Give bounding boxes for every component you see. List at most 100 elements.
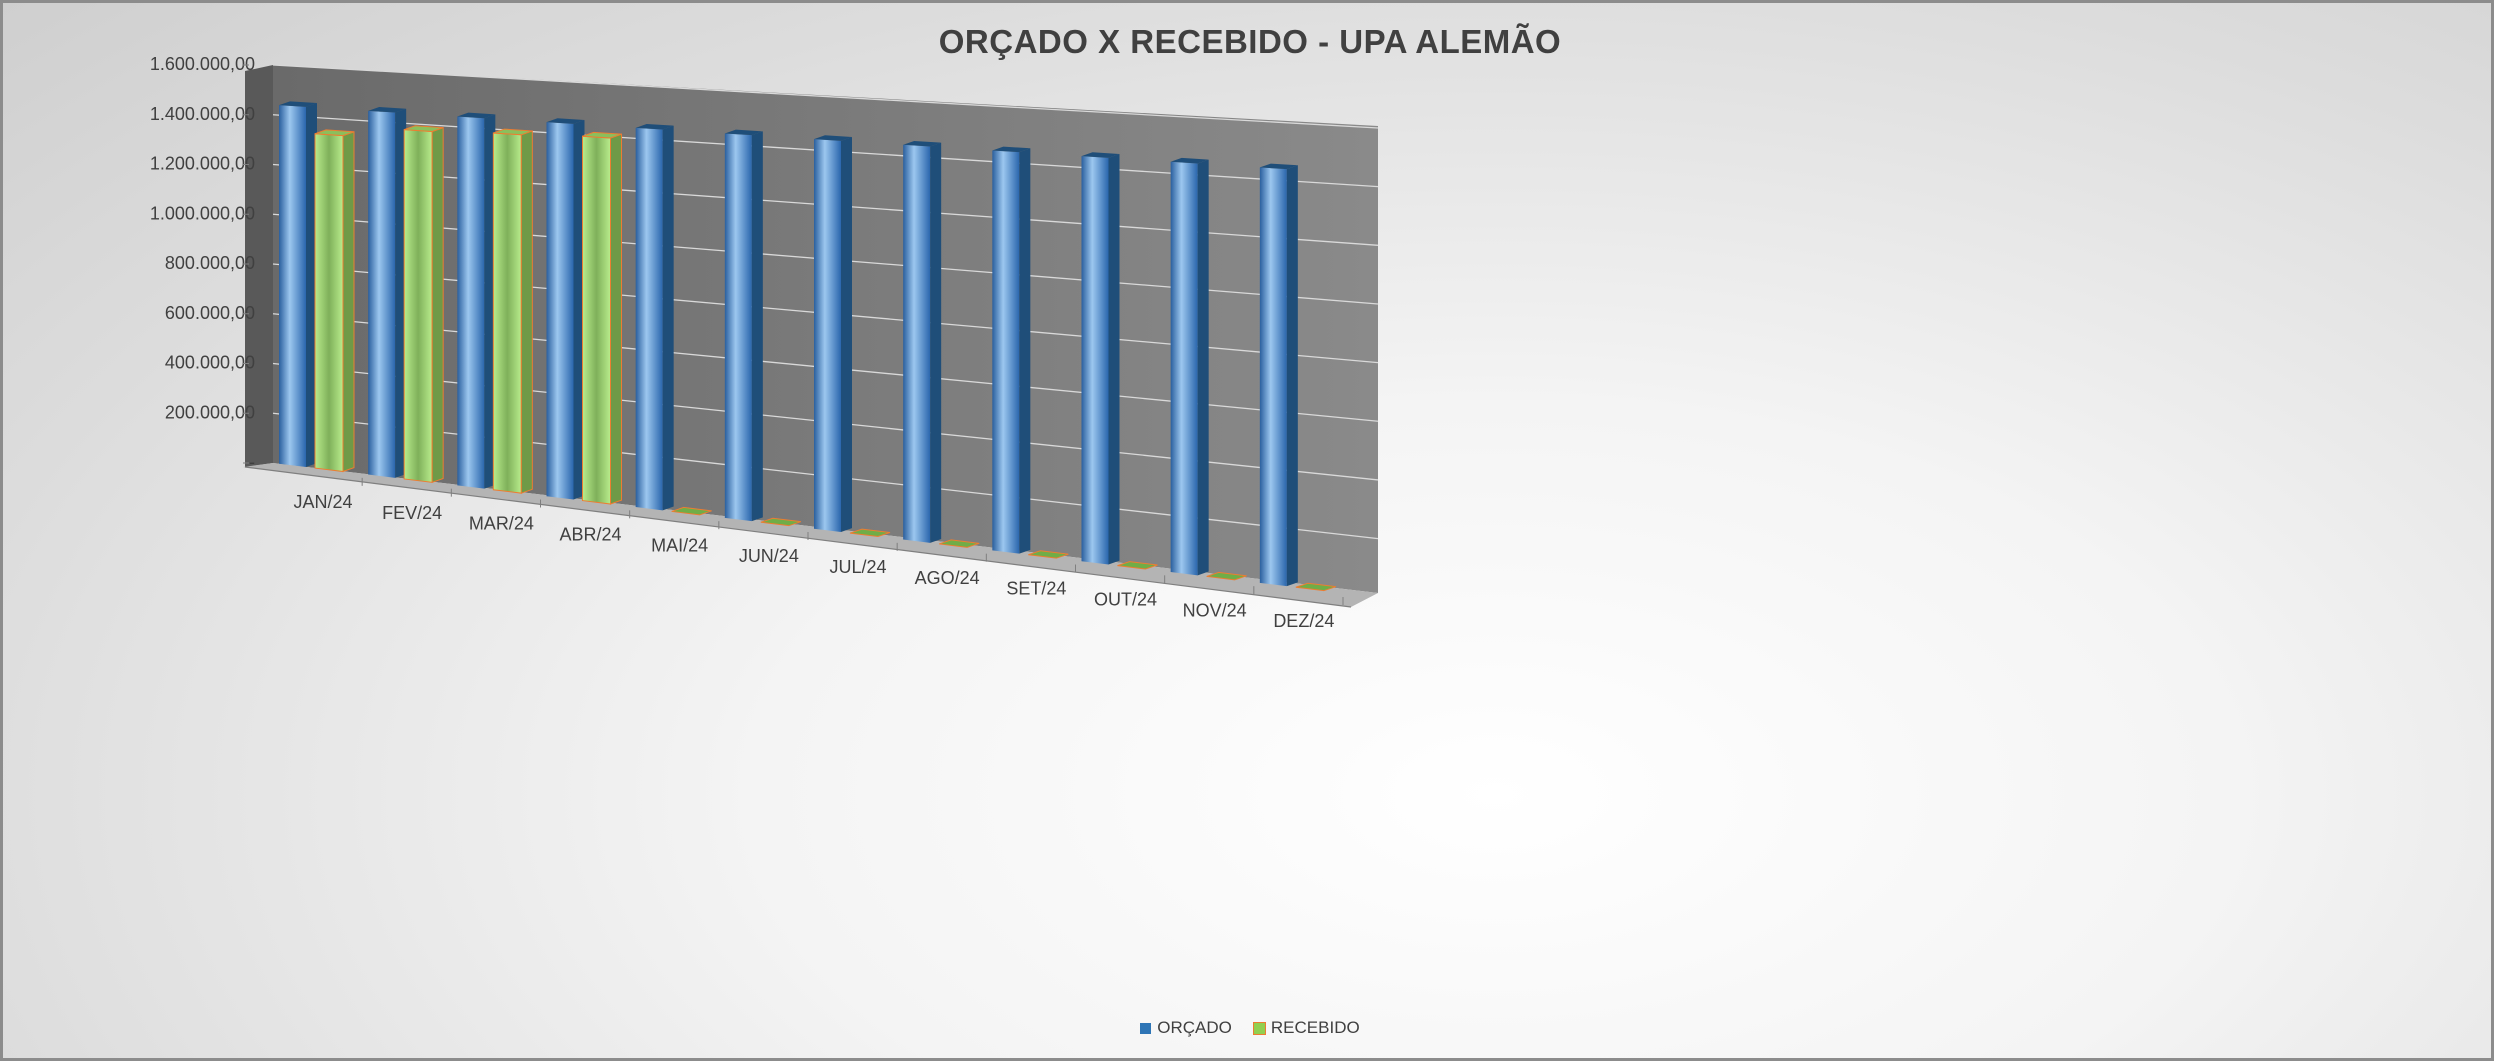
bar-orcado-front [814, 139, 841, 533]
bar-recebido-zero [1028, 550, 1069, 559]
bar-orcado-side [1019, 148, 1031, 554]
bar-orcado [457, 112, 496, 489]
bar-orcado-side [1286, 165, 1298, 587]
bar-recebido-top [493, 128, 533, 136]
bar-orcado-front [457, 116, 485, 489]
bar-orcado-front [992, 150, 1020, 554]
bar-orcado-top [635, 123, 674, 130]
x-tick-label: MAR/24 [469, 514, 534, 534]
chart-plot: - 200.000,00 400.000,00 600.000,00 800.000,0… [150, 54, 1379, 631]
bar-orcado-side [751, 131, 763, 522]
bar-orcado-side [484, 114, 496, 489]
x-axis-line [244, 466, 1352, 608]
bar-recebido-zero [1206, 571, 1247, 581]
bar-orcado [635, 123, 674, 511]
bar-orcado-top [546, 118, 585, 124]
x-tick-label: MAI/24 [651, 535, 708, 555]
x-tick-label: JUN/24 [739, 546, 799, 566]
bar-orcado-top [457, 112, 496, 119]
bar-orcado-front [1081, 156, 1109, 565]
y-tick-label: 1.200.000,00 [150, 154, 255, 174]
bar-orcado-side [1108, 153, 1120, 565]
bar-recebido [582, 131, 622, 505]
bar-recebido [492, 128, 533, 494]
legend-label-recebido: RECEBIDO [1270, 1018, 1360, 1037]
bar-recebido-side [610, 133, 622, 505]
bar-orcado-front [724, 133, 752, 522]
bar-recebido-zero [849, 528, 891, 538]
bar-orcado-top [1170, 157, 1209, 164]
bar-recebido [403, 125, 444, 484]
bar-orcado-top [279, 101, 317, 107]
bar-recebido-zero [671, 506, 712, 516]
y-tick-label: 400.000,00 [165, 353, 255, 373]
bar-recebido-side [520, 130, 533, 494]
bar-orcado [1081, 152, 1120, 565]
bar-recebido-front [403, 129, 433, 483]
bar-orcado-side [841, 136, 852, 533]
bar-recebido-zero [760, 517, 801, 527]
y-tick-label: 600.000,00 [165, 303, 255, 323]
bar-orcado-top [903, 140, 942, 147]
side-wall [245, 65, 273, 467]
bar-orcado-front [1170, 161, 1198, 576]
bar-orcado [903, 140, 942, 543]
bar-orcado [814, 135, 852, 533]
x-tick-label: SET/24 [1006, 579, 1066, 599]
x-tick-label: NOV/24 [1183, 600, 1247, 620]
bar-orcado-front [1259, 167, 1287, 587]
x-tick-label: AGO/24 [915, 568, 980, 588]
chart-legend: ORÇADO RECEBIDO [3, 1018, 2494, 1038]
x-tick-label: DEZ/24 [1273, 611, 1334, 631]
bar-recebido-side [431, 126, 444, 484]
x-tick-label: OUT/24 [1094, 590, 1157, 610]
bar-recebido-top [404, 125, 444, 132]
bar-recebido-front [582, 135, 611, 505]
x-tick-label: FEV/24 [382, 503, 442, 523]
bar-orcado-side [1197, 159, 1209, 576]
bar-orcado-side [306, 103, 317, 468]
bar-recebido-top [582, 131, 622, 139]
bar-recebido [314, 129, 355, 473]
bar-orcado-front [903, 144, 931, 543]
bar-recebido-side [342, 131, 355, 473]
bar-orcado [1259, 163, 1298, 587]
y-tick-label: 800.000,00 [165, 253, 255, 273]
bar-recebido-zero [1295, 582, 1336, 592]
bar-orcado-front [279, 105, 306, 468]
bar-orcado-side [395, 108, 407, 478]
bar-orcado-side [662, 125, 674, 511]
legend-swatch-orcado [1140, 1022, 1152, 1034]
bar-orcado-top [1259, 163, 1298, 170]
y-tick-label: 1.400.000,00 [150, 104, 255, 124]
chart-title: ORÇADO X RECEBIDO - UPA ALEMÃO [938, 23, 1562, 60]
bar-recebido-front [314, 133, 344, 473]
bar-recebido-zero [1117, 561, 1158, 570]
legend-label-orcado: ORÇADO [1157, 1018, 1232, 1037]
bar-recebido-front [492, 132, 522, 494]
x-tick-label: JAN/24 [293, 492, 352, 512]
bar-orcado-top [814, 135, 852, 141]
y-tick-label: 1.000.000,00 [150, 203, 255, 223]
bar-recebido-top [314, 129, 355, 137]
bar-orcado [279, 101, 317, 468]
bar-orcado-front [635, 127, 663, 511]
bar-orcado-side [573, 120, 585, 500]
bar-orcado-front [546, 122, 574, 500]
legend-swatch-recebido [1252, 1021, 1266, 1035]
bar-orcado [546, 118, 585, 500]
y-tick-label: 200.000,00 [165, 402, 255, 422]
gridline [272, 64, 1379, 129]
bar-orcado-side [930, 142, 942, 543]
bar-orcado-top [1081, 152, 1120, 158]
legend-item-recebido[interactable]: RECEBIDO [1252, 1018, 1360, 1038]
bar-orcado-top [368, 106, 407, 113]
bar-orcado-front [368, 110, 396, 478]
bar-orcado [992, 146, 1031, 554]
bar-orcado-top [992, 146, 1031, 153]
floor [243, 463, 1378, 607]
legend-item-orcado[interactable]: ORÇADO [1140, 1018, 1232, 1038]
bar-orcado [1170, 157, 1209, 576]
bar-orcado [368, 106, 407, 478]
